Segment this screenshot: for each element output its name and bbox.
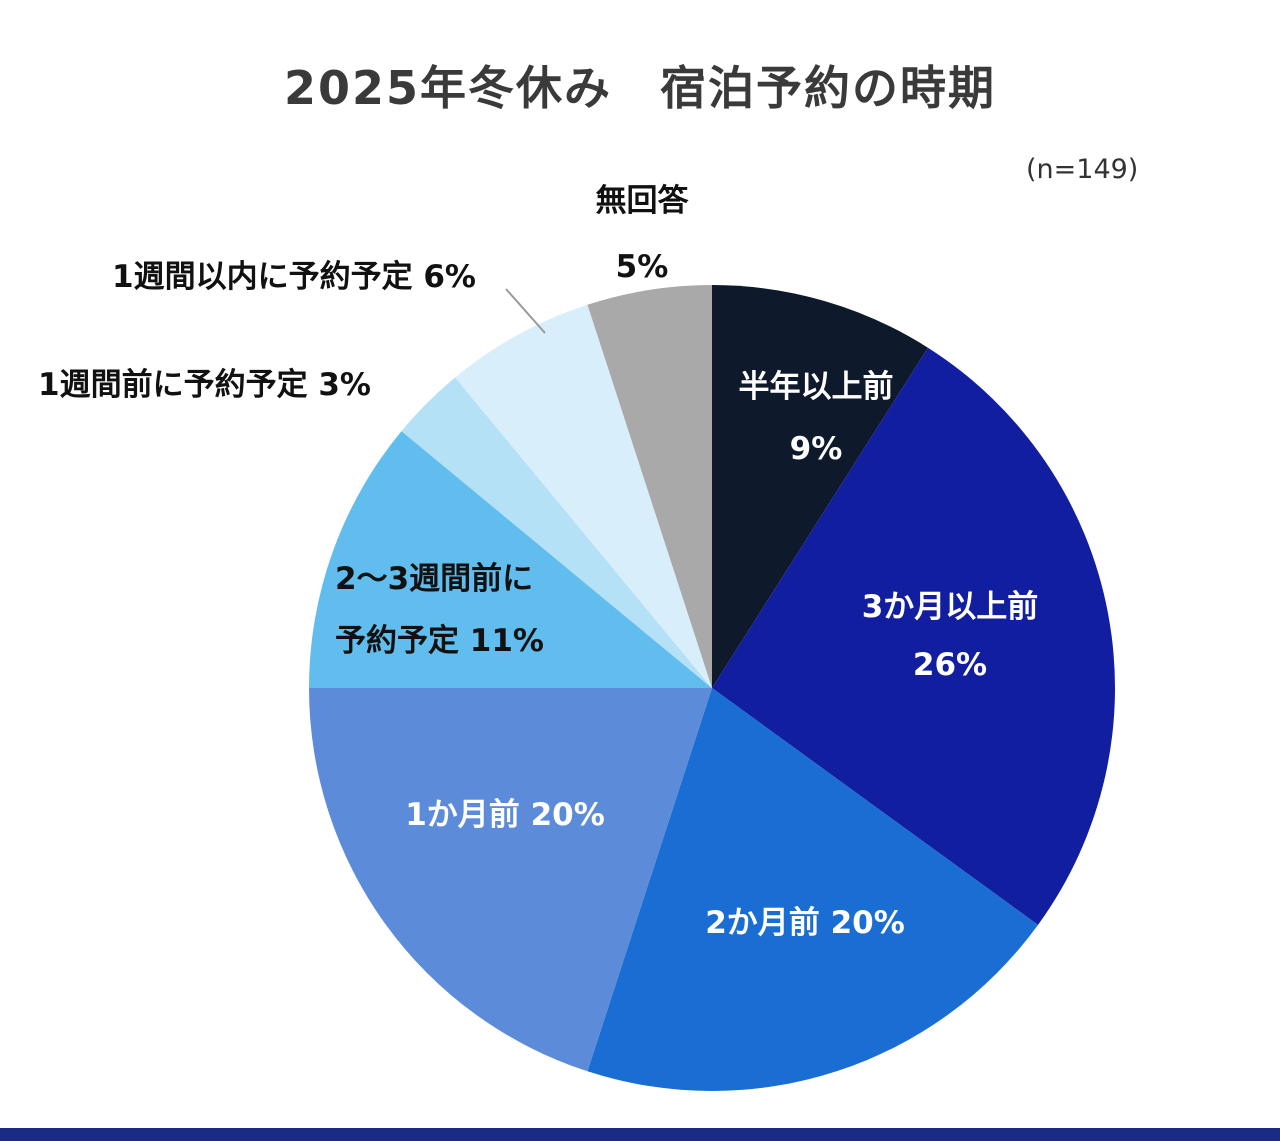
label-one-week-before: 1週間前に予約予定 3% — [38, 367, 371, 403]
label-half-year-line2: 9% — [789, 431, 843, 467]
label-two-three-weeks: 2〜3週間前に 予約予定 11% — [335, 548, 544, 672]
pie-slice-8 — [587, 285, 712, 688]
label-no-answer: 無回答 5% — [542, 168, 742, 300]
label-no-answer-line1: 無回答 — [595, 183, 689, 219]
pie-slice-4 — [309, 688, 712, 1072]
pie-slice-1 — [712, 285, 928, 688]
leader-line-within-one-week — [505, 288, 546, 334]
label-three-months: 3か月以上前 26% — [830, 578, 1070, 694]
label-two-three-weeks-line1: 2〜3週間前に — [335, 561, 534, 597]
label-one-month: 1か月前 20% — [405, 797, 605, 833]
bottom-border-bar — [0, 1128, 1280, 1141]
pie-slice-3 — [587, 688, 1039, 1092]
label-half-year-line1: 半年以上前 — [738, 369, 894, 405]
label-two-months: 2か月前 20% — [705, 905, 905, 941]
chart-title: 2025年冬休み 宿泊予約の時期 — [283, 61, 997, 115]
pie-slice-2 — [712, 347, 1115, 925]
pie-slice-5 — [309, 431, 712, 688]
label-half-year: 半年以上前 9% — [696, 356, 936, 480]
label-three-months-line1: 3か月以上前 — [861, 589, 1039, 625]
label-within-one-week: 1週間以内に予約予定 6% — [112, 259, 476, 295]
label-no-answer-line2: 5% — [615, 249, 669, 285]
label-three-months-line2: 26% — [912, 647, 988, 683]
pie-slice-6 — [401, 377, 712, 688]
pie-slice-7 — [455, 304, 712, 688]
label-two-three-weeks-line2: 予約予定 11% — [335, 623, 544, 659]
sample-size-label: (n=149) — [1026, 154, 1139, 185]
